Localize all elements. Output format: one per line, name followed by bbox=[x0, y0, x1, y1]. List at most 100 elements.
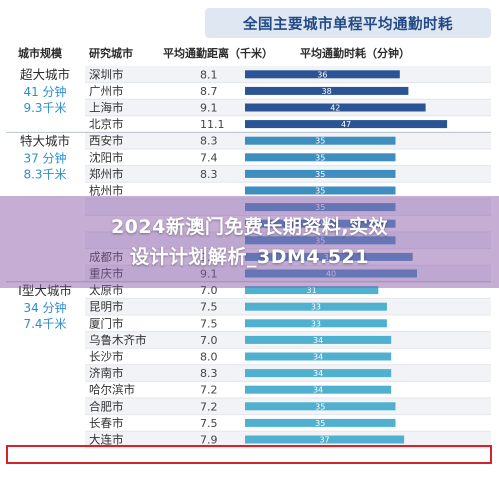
column-header-city: 研究城市 bbox=[89, 46, 133, 60]
duration-value-label: 34 bbox=[313, 336, 323, 345]
city-label: 合肥市 bbox=[89, 399, 124, 413]
distance-label: 7.0 bbox=[200, 334, 218, 347]
duration-value-label: 38 bbox=[322, 87, 332, 96]
tier-avg-distance: 8.3千米 bbox=[23, 167, 66, 181]
duration-value-label: 34 bbox=[313, 369, 323, 378]
table-row: 昆明市 7.5 33 bbox=[89, 300, 387, 314]
duration-value-label: 42 bbox=[330, 104, 340, 113]
duration-bar bbox=[245, 385, 392, 394]
table-row: 大连市 7.9 37 bbox=[89, 433, 405, 447]
duration-value-label: 34 bbox=[313, 386, 323, 395]
distance-label: 7.5 bbox=[200, 417, 218, 430]
duration-bar bbox=[245, 153, 396, 162]
distance-label: 11.1 bbox=[200, 118, 225, 131]
tier-group-label: 特大城市 37 分钟 8.3千米 bbox=[20, 133, 70, 181]
tier-name: 特大城市 bbox=[20, 133, 70, 148]
table-row: 乌鲁木齐市 7.0 34 bbox=[89, 333, 392, 347]
city-label: 上海市 bbox=[89, 101, 124, 115]
duration-bar bbox=[245, 402, 396, 411]
table-row: 沈阳市 7.4 35 bbox=[89, 150, 396, 164]
duration-value-label: 33 bbox=[311, 303, 321, 312]
table-row: 郑州市 8.3 35 bbox=[89, 167, 396, 181]
table-row: 长春市 7.5 35 bbox=[89, 416, 396, 430]
duration-bar bbox=[245, 435, 405, 444]
city-label: 广州市 bbox=[89, 84, 124, 98]
tier-group-label: 超大城市 41 分钟 9.3千米 bbox=[20, 67, 70, 115]
column-header-duration: 平均通勤时耗（分钟） bbox=[300, 46, 410, 60]
duration-value-label: 35 bbox=[315, 402, 325, 411]
duration-value-label: 35 bbox=[315, 419, 325, 428]
duration-bar bbox=[245, 352, 392, 361]
table-row: 厦门市 7.5 33 bbox=[89, 316, 387, 330]
city-label: 杭州市 bbox=[89, 184, 124, 198]
table-row: 西安市 8.3 35 bbox=[89, 134, 396, 148]
duration-bar bbox=[245, 319, 387, 328]
city-label: 乌鲁木齐市 bbox=[89, 333, 147, 347]
distance-label: 7.2 bbox=[200, 400, 218, 413]
duration-value-label: 36 bbox=[317, 70, 327, 79]
distance-label: 7.4 bbox=[200, 151, 218, 164]
table-row: 上海市 9.1 42 bbox=[89, 101, 426, 115]
city-label: 北京市 bbox=[89, 117, 124, 131]
row-gridlines bbox=[6, 82, 491, 449]
tier-name: 超大城市 bbox=[20, 67, 70, 82]
table-row: 北京市 11.1 47 bbox=[89, 117, 448, 131]
duration-bar bbox=[245, 286, 379, 295]
distance-label: 8.3 bbox=[200, 367, 218, 380]
distance-label: 7.5 bbox=[200, 301, 218, 314]
duration-bar bbox=[245, 120, 448, 129]
duration-bar bbox=[245, 169, 396, 178]
duration-bar bbox=[245, 86, 409, 95]
duration-bar bbox=[245, 103, 426, 112]
duration-value-label: 47 bbox=[341, 120, 351, 129]
city-label: 长沙市 bbox=[89, 350, 124, 364]
duration-value-label: 35 bbox=[315, 137, 325, 146]
tier-avg-time: 34 分钟 bbox=[23, 300, 66, 315]
duration-bar bbox=[245, 335, 392, 344]
duration-value-label: 35 bbox=[315, 153, 325, 162]
duration-bar bbox=[245, 70, 400, 79]
tier-avg-time: 41 分钟 bbox=[23, 84, 66, 99]
distance-label: 7.5 bbox=[200, 317, 218, 330]
duration-bar bbox=[245, 302, 387, 311]
column-header-distance: 平均通勤距离（千米） bbox=[163, 46, 273, 60]
city-label: 哈尔滨市 bbox=[89, 383, 135, 397]
duration-bar bbox=[245, 369, 392, 378]
duration-value-label: 31 bbox=[307, 286, 317, 295]
city-label: 昆明市 bbox=[89, 300, 124, 314]
distance-label: 7.2 bbox=[200, 384, 218, 397]
distance-label: 8.0 bbox=[200, 351, 218, 364]
table-row-highlighted: 合肥市 7.2 35 bbox=[89, 399, 396, 413]
duration-bar bbox=[245, 136, 396, 145]
column-headers: 城市规模 研究城市 平均通勤距离（千米） 平均通勤时耗（分钟） bbox=[18, 46, 410, 60]
overlay-text-line2: 设计计划解析_3DM4.521 bbox=[130, 246, 369, 268]
distance-label: 8.3 bbox=[200, 168, 218, 181]
duration-value-label: 37 bbox=[319, 436, 329, 445]
overlay-text-line1: 2024新澳门免费长期资料,实效 bbox=[110, 216, 389, 238]
table-row: 杭州市 35 bbox=[89, 184, 396, 198]
tier-avg-distance: 9.3千米 bbox=[23, 101, 66, 115]
distance-label: 8.1 bbox=[200, 68, 218, 81]
table-row: 哈尔滨市 7.2 34 bbox=[89, 383, 392, 397]
city-label: 厦门市 bbox=[89, 316, 124, 330]
distance-label: 8.3 bbox=[200, 135, 218, 148]
table-row: 长沙市 8.0 34 bbox=[89, 350, 392, 364]
table-row: 济南市 8.3 34 bbox=[89, 366, 392, 380]
city-label: 济南市 bbox=[89, 366, 124, 380]
duration-value-label: 35 bbox=[315, 170, 325, 179]
duration-value-label: 35 bbox=[315, 187, 325, 196]
table-row: 广州市 8.7 38 bbox=[89, 84, 409, 98]
city-label: 西安市 bbox=[89, 134, 124, 148]
tier-avg-time: 37 分钟 bbox=[23, 150, 66, 165]
overlay-banner: 2024新澳门免费长期资料,实效 设计计划解析_3DM4.521 bbox=[0, 196, 499, 288]
duration-value-label: 34 bbox=[313, 353, 323, 362]
duration-bar bbox=[245, 186, 396, 195]
table-row: 深圳市 8.1 36 bbox=[89, 67, 400, 81]
distance-label: 9.1 bbox=[200, 102, 218, 115]
tier-avg-distance: 7.4千米 bbox=[23, 317, 66, 331]
city-label: 深圳市 bbox=[89, 67, 124, 81]
column-header-tier: 城市规模 bbox=[18, 46, 63, 60]
duration-value-label: 33 bbox=[311, 319, 321, 328]
